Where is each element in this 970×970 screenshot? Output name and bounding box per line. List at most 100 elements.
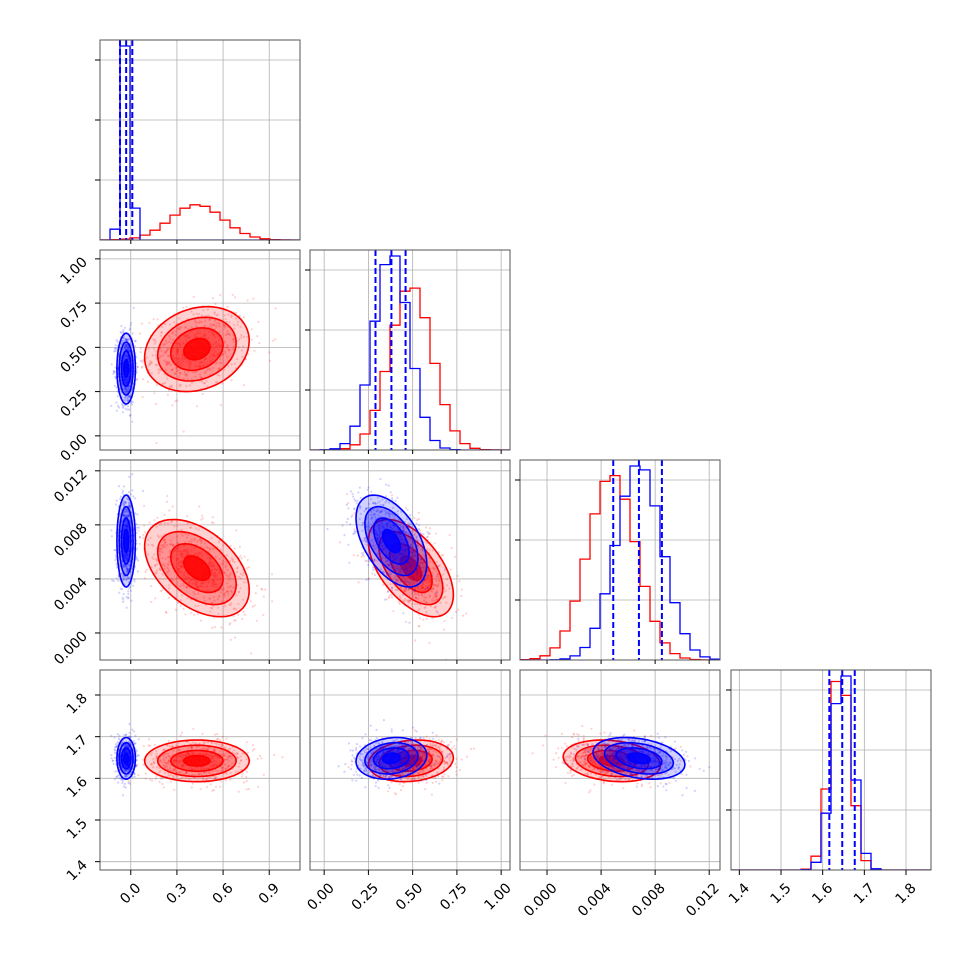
scatter-point (114, 745, 118, 749)
scatter-point (122, 514, 125, 517)
scatter-point (166, 544, 169, 547)
scatter-point (398, 524, 401, 527)
scatter-point (215, 380, 219, 383)
scatter-point (205, 754, 208, 757)
scatter-point (176, 557, 179, 560)
scatter-point (390, 596, 394, 599)
scatter-point (228, 579, 231, 582)
scatter-point (165, 500, 168, 503)
scatter-point (195, 742, 198, 745)
scatter-point (208, 767, 211, 770)
scatter-point (124, 399, 127, 402)
contour-line (156, 316, 237, 382)
scatter-point (143, 577, 147, 580)
scatter-point (419, 566, 422, 570)
scatter-point (136, 377, 139, 380)
scatter-point (367, 563, 370, 567)
scatter-point (136, 763, 139, 766)
scatter-point (418, 625, 421, 628)
scatter-point (128, 505, 131, 508)
scatter-point (216, 606, 220, 609)
scatter-point (425, 601, 429, 605)
scatter-point (216, 757, 219, 760)
scatter-point (155, 755, 159, 758)
scatter-point (179, 755, 182, 758)
scatter-point (173, 758, 176, 762)
scatter-point (169, 764, 172, 767)
scatter-point (413, 586, 417, 590)
scatter-point (166, 762, 169, 765)
scatter-point (220, 626, 223, 629)
scatter-point (133, 775, 136, 778)
scatter-point (153, 563, 157, 567)
scatter-point (213, 625, 216, 629)
scatter-point (365, 578, 368, 581)
scatter-point (165, 363, 169, 366)
scatter-point (172, 354, 175, 357)
scatter-point (388, 513, 391, 516)
scatter-point (443, 596, 446, 599)
scatter-point (125, 775, 128, 778)
scatter-point (392, 517, 395, 520)
scatter-point (213, 574, 216, 577)
scatter-point (122, 528, 126, 531)
scatter-point (124, 524, 127, 527)
scatter-point (203, 767, 206, 771)
scatter-point (182, 573, 185, 576)
scatter-point (253, 747, 256, 751)
scatter-point (128, 731, 131, 735)
scatter-point (131, 400, 134, 403)
scatter-point (187, 336, 190, 339)
scatter-point (375, 530, 378, 533)
scatter-point (187, 768, 190, 771)
scatter-point (155, 559, 158, 562)
scatter-point (124, 344, 128, 347)
scatter-point (115, 386, 118, 389)
scatter-point (124, 554, 127, 557)
scatter-point (163, 541, 166, 544)
scatter-point (215, 574, 218, 577)
scatter-point (133, 578, 136, 581)
scatter-point (264, 588, 267, 591)
scatter-point (124, 347, 127, 351)
scatter-point (184, 613, 187, 616)
scatter-point (433, 542, 436, 545)
scatter-point (210, 765, 213, 768)
scatter-point (370, 526, 373, 529)
scatter-point (167, 562, 170, 565)
scatter-point (199, 788, 202, 791)
scatter-point (391, 506, 394, 509)
scatter-point (419, 561, 422, 565)
scatter-point (436, 584, 439, 588)
scatter-point (252, 744, 255, 747)
scatter-point (135, 764, 138, 767)
scatter-point (125, 380, 128, 383)
scatter-point (201, 748, 204, 751)
scatter-point (111, 759, 114, 762)
scatter-point (393, 520, 397, 523)
scatter-point (176, 557, 179, 560)
scatter-point (123, 513, 126, 516)
scatter-point (182, 360, 185, 363)
scatter-point (413, 602, 416, 606)
scatter-point (413, 588, 416, 591)
scatter-point (445, 584, 448, 587)
scatter-point (180, 554, 183, 557)
scatter-point (137, 773, 140, 777)
scatter-point (396, 555, 399, 558)
scatter-point (212, 333, 215, 336)
scatter-point (376, 546, 379, 549)
scatter-point (128, 560, 131, 563)
scatter-point (385, 524, 388, 527)
scatter-point (172, 544, 175, 547)
scatter-point (401, 546, 404, 550)
scatter-point (209, 356, 212, 359)
contour-line (364, 505, 419, 577)
scatter-point (159, 769, 162, 772)
scatter-point (115, 499, 118, 502)
scatter-point (197, 585, 200, 588)
scatter-point (121, 404, 124, 407)
scatter-point (380, 532, 383, 536)
scatter-point (400, 537, 403, 541)
scatter-point (185, 754, 188, 757)
